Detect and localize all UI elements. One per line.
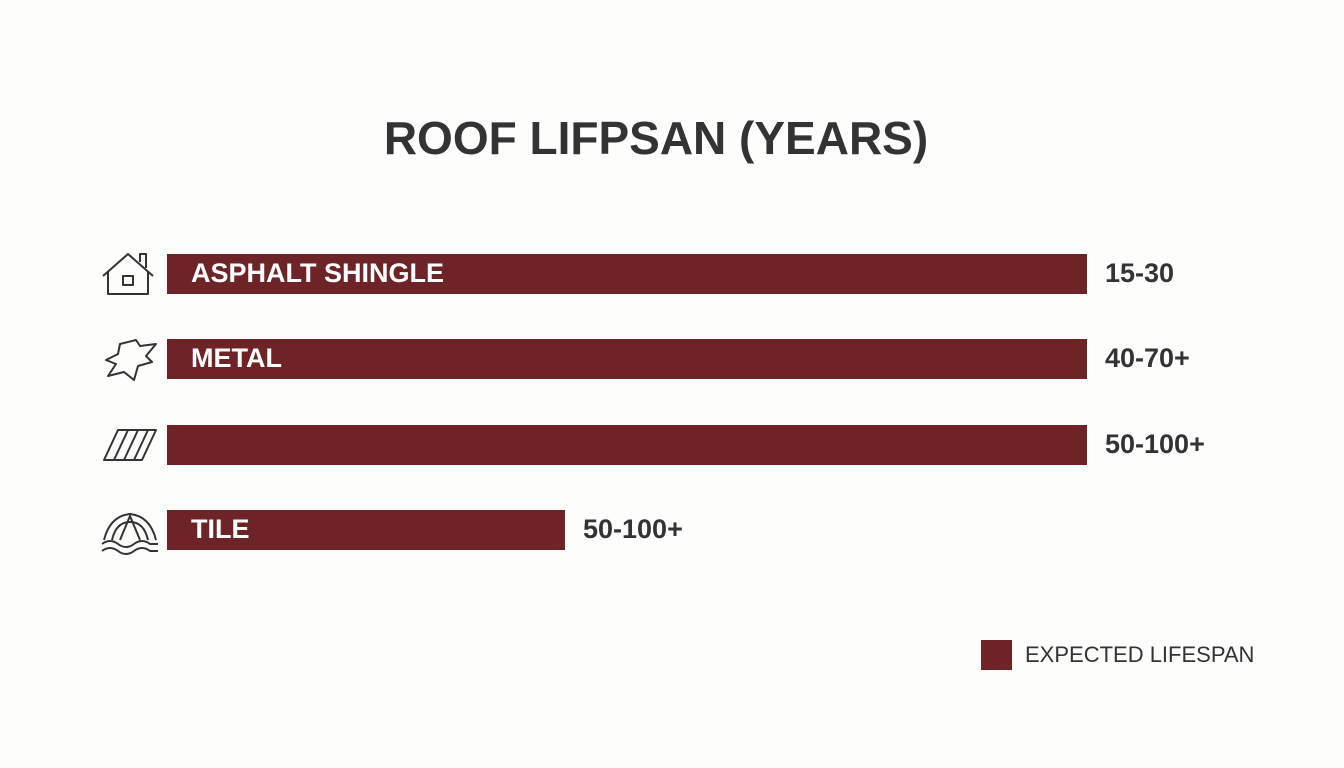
bar [167,425,1087,465]
bar-label: ASPHALT SHINGLE [191,258,444,288]
lifespan-label: 50-100+ [1105,429,1205,459]
house-icon [102,253,154,295]
bar [167,510,565,550]
lifespan-label: 50-100+ [583,514,683,544]
tile-icon [101,513,158,555]
bar [167,339,1087,379]
bar-label: METAL [191,343,282,373]
title: ROOF LIFPSAN (YEARS) [384,112,928,164]
legend-swatch [981,640,1012,670]
legend-label: EXPECTED LIFESPAN [1025,642,1254,667]
lifespan-label: 40-70+ [1105,343,1190,373]
bar [167,254,1087,294]
rows: ASPHALT SHINGLE 15-30 METAL 40-70+ 50-100+ TI… [167,254,1205,550]
bar-label: TILE [191,514,250,544]
lifespan-label: 15-30 [1105,258,1174,288]
metal-icon [105,339,157,381]
panel-icon [103,429,157,461]
